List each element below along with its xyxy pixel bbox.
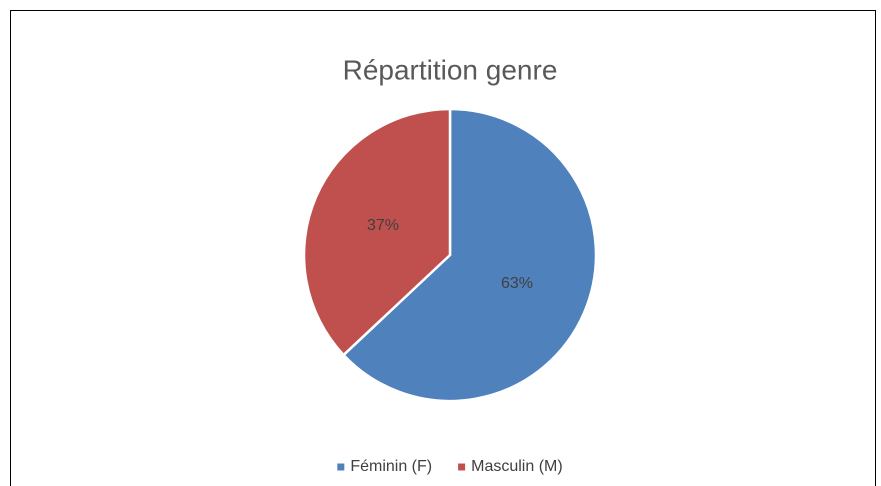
pie-slice (341, 107, 598, 403)
chart-title: Répartition genre (343, 54, 558, 85)
data-label: 37% (367, 217, 399, 234)
legend-label: Féminin (F) (350, 458, 432, 475)
legend-marker (458, 463, 466, 471)
pie-slice (302, 107, 452, 357)
legend-label: Masculin (M) (471, 458, 563, 475)
data-label: 63% (501, 275, 533, 292)
legend-marker (337, 463, 345, 471)
